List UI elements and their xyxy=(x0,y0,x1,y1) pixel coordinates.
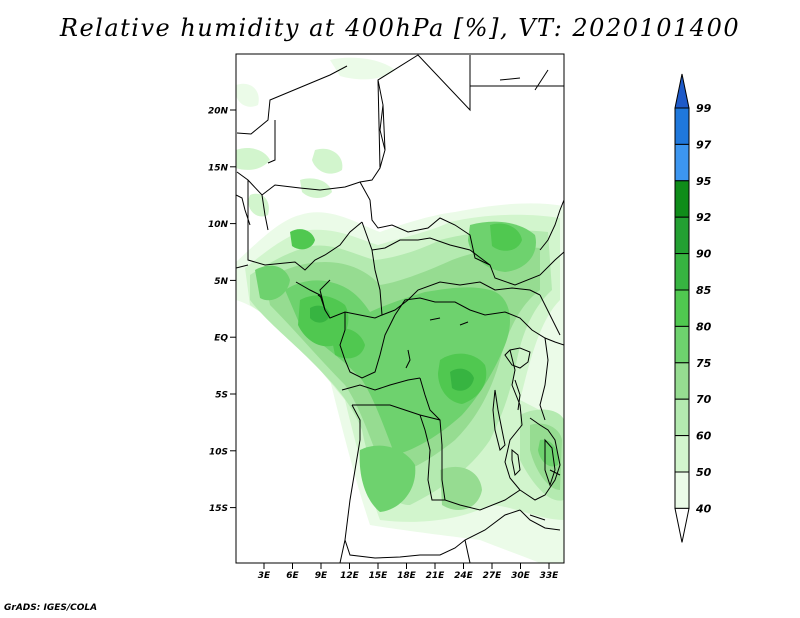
lon-tick-label: 3E xyxy=(258,571,271,581)
colorbar-label: 90 xyxy=(696,248,712,261)
longitude-axis: 3E 6E 9E 12E 15E 18E 21E 24E 27E 30E 33E xyxy=(258,563,559,581)
colorbar-segment xyxy=(674,471,690,509)
colorbar-label: 40 xyxy=(695,502,712,515)
humidity-field xyxy=(236,57,564,563)
colorbar: 99 97 95 92 90 85 80 75 70 60 50 40 xyxy=(674,73,712,543)
colorbar-bottom-arrow xyxy=(674,507,690,543)
lon-tick-label: 24E xyxy=(454,571,474,581)
colorbar-label: 92 xyxy=(696,211,712,224)
colorbar-segment xyxy=(674,325,690,364)
lat-tick-label: 5S xyxy=(215,391,228,401)
lat-tick-label: 5N xyxy=(214,277,228,287)
colorbar-segment xyxy=(674,289,690,327)
lat-tick-label: 15S xyxy=(209,504,228,514)
colorbar-top-arrow xyxy=(674,73,690,109)
colorbar-label: 80 xyxy=(696,320,712,333)
lat-tick-label: 15N xyxy=(208,163,229,173)
lon-tick-label: 27E xyxy=(483,571,503,581)
colorbar-label: 75 xyxy=(696,357,712,370)
colorbar-label: 60 xyxy=(696,430,712,443)
colorbar-segment xyxy=(674,180,690,218)
colorbar-segment xyxy=(674,107,690,145)
lon-tick-label: 6E xyxy=(286,571,299,581)
lon-tick-label: 21E xyxy=(426,571,446,581)
map-frame xyxy=(235,53,565,564)
colorbar-segment xyxy=(674,143,690,182)
lon-tick-label: 15E xyxy=(369,571,389,581)
country-borders xyxy=(236,54,564,563)
colorbar-label: 50 xyxy=(696,466,712,479)
colorbar-segment xyxy=(674,398,690,437)
lon-tick-label: 18E xyxy=(397,571,417,581)
colorbar-label: 70 xyxy=(696,393,712,406)
colorbar-label: 99 xyxy=(696,102,712,115)
lat-tick-label: EQ xyxy=(214,334,228,344)
lon-tick-label: 12E xyxy=(340,571,360,581)
colorbar-label: 85 xyxy=(696,284,712,297)
grads-credit: GrADS: IGES/COLA xyxy=(4,603,98,613)
lat-tick-label: 20N xyxy=(208,107,229,117)
latitude-axis: 20N 15N 10N 5N EQ 5S 10S 15S xyxy=(208,107,236,514)
lon-tick-label: 30E xyxy=(511,571,531,581)
lat-tick-label: 10N xyxy=(208,220,229,230)
lon-tick-label: 33E xyxy=(540,571,560,581)
lon-tick-label: 9E xyxy=(315,571,328,581)
colorbar-label: 97 xyxy=(696,138,712,151)
colorbar-segment xyxy=(674,253,690,291)
colorbar-segment xyxy=(674,216,690,255)
colorbar-segment xyxy=(674,362,690,400)
colorbar-segment xyxy=(674,435,690,473)
colorbar-label: 95 xyxy=(696,175,712,188)
lat-tick-label: 10S xyxy=(209,447,228,457)
map-title: Relative humidity at 400hPa [%], VT: 202… xyxy=(59,14,741,42)
